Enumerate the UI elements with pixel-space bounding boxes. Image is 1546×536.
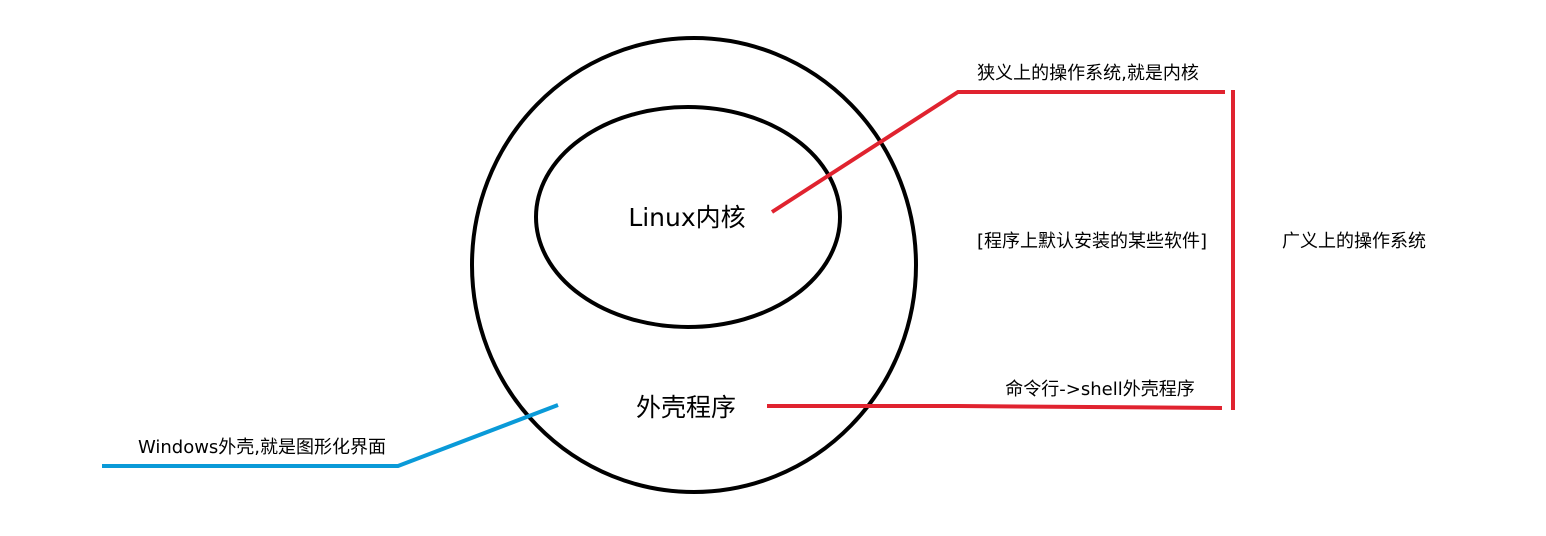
annotation: 狭义上的操作系统,就是内核: [977, 63, 1199, 84]
node-label: Linux内核: [628, 203, 745, 232]
inner-ellipse: [534, 105, 842, 329]
windows-pointer: [102, 403, 559, 468]
shell-pointer: [767, 404, 1223, 410]
annotation: Windows外壳,就是图形化界面: [138, 437, 386, 458]
node-label: 外壳程序: [636, 393, 736, 422]
annotation: [程序上默认安装的某些软件]: [977, 231, 1207, 252]
kernel-pointer: [770, 90, 1225, 214]
outer-circle: [470, 36, 918, 494]
annotation: 命令行->shell外壳程序: [1005, 379, 1194, 400]
annotation: 广义上的操作系统: [1282, 231, 1426, 252]
